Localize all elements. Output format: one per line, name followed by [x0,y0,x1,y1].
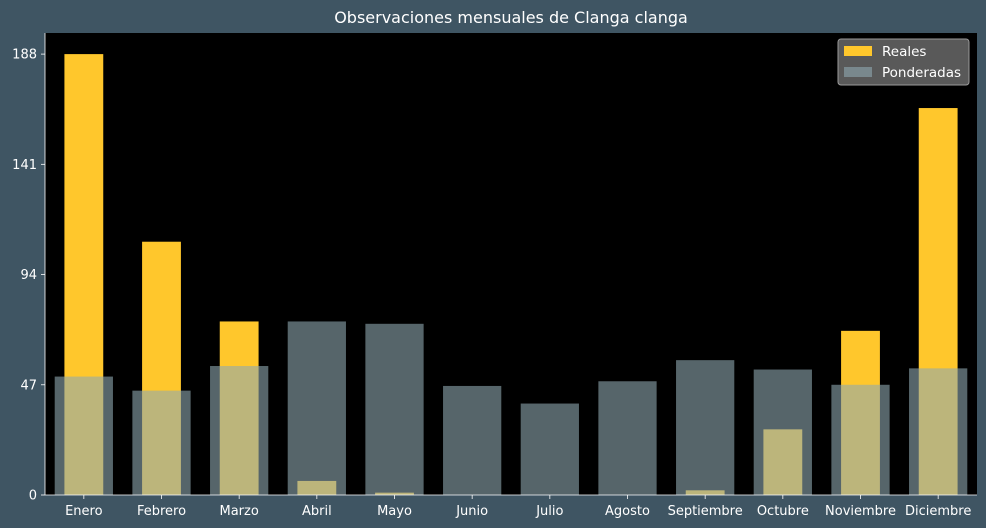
plot-area [45,33,977,495]
legend-swatch-reales [844,46,872,56]
x-tick-label: Enero [65,504,103,519]
x-tick-label: Agosto [605,504,650,519]
legend-label-ponderadas: Ponderadas [882,65,961,81]
legend-swatch-ponderadas [844,67,872,77]
bar-ponderadas-enero [54,376,113,495]
chart-title: Observaciones mensuales de Clanga clanga [334,8,688,27]
axes-group: 0 47 94 141 188 Enero Febrero Marzo Abril Mayo Jun… [12,33,977,519]
bar-ponderadas-junio [443,385,502,495]
bar-ponderadas-marzo [210,366,269,495]
bar-ponderadas-abril [287,321,346,495]
x-tick-label: Marzo [220,504,259,519]
bar-ponderadas-agosto [598,381,657,495]
bars-ponderadas-group [54,321,968,495]
bar-ponderadas-diciembre [909,368,968,495]
x-tick-label: Junio [455,504,488,519]
legend-label-reales: Reales [882,44,926,60]
y-tick-label: 141 [12,158,37,173]
x-tick-label: Mayo [377,504,412,519]
x-tick-label: Abril [302,504,332,519]
bar-ponderadas-julio [520,403,579,495]
x-tick-label: Julio [535,504,563,519]
x-tick-label: Octubre [757,504,809,519]
bar-ponderadas-noviembre [831,384,890,495]
y-tick-label: 0 [29,489,37,504]
y-tick-label: 94 [20,268,37,283]
x-tick-label: Septiembre [668,504,743,519]
y-tick-label: 188 [12,48,37,63]
bar-ponderadas-septiembre [676,360,735,495]
y-tick-label: 47 [20,378,37,393]
x-tick-label: Noviembre [825,504,896,519]
bar-ponderadas-febrero [132,390,191,495]
x-tick-label: Febrero [137,504,186,519]
x-tick-label: Diciembre [905,504,971,519]
bar-ponderadas-octubre [753,369,812,495]
bar-ponderadas-mayo [365,323,424,495]
legend: Reales Ponderadas [837,38,970,86]
